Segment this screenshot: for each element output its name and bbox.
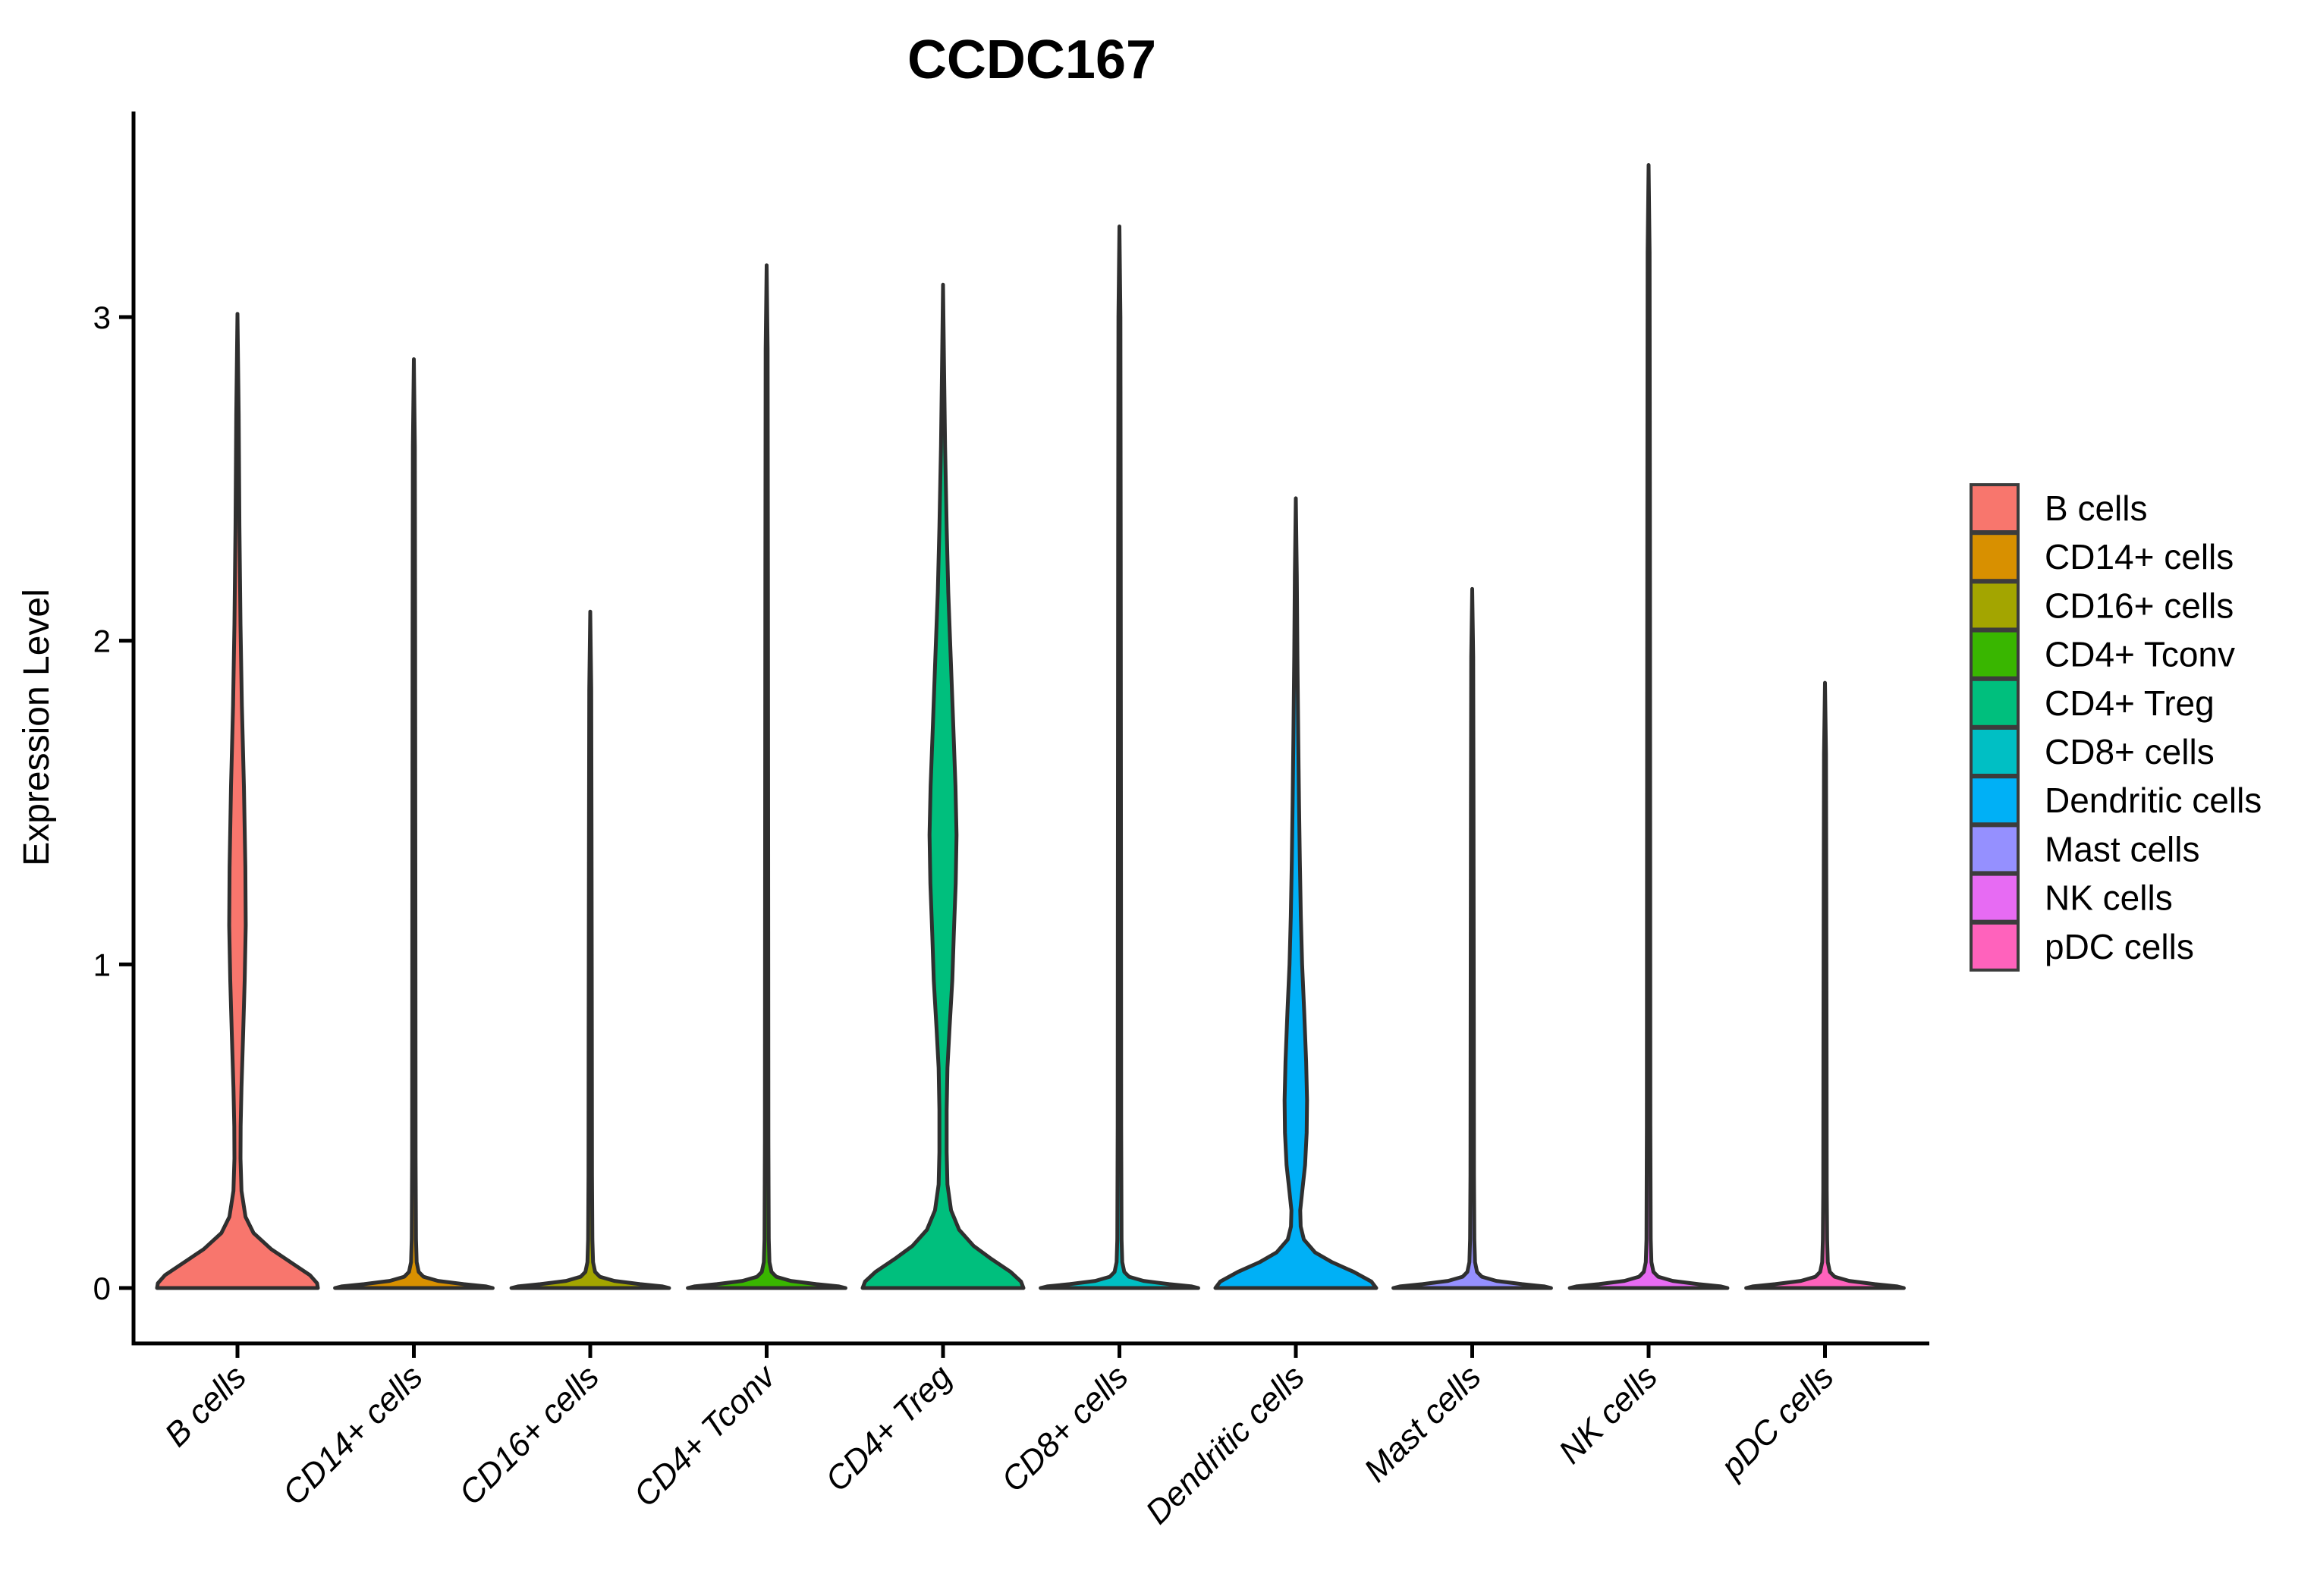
- x-axis-labels: B cells CD14+ cells CD16+ cells CD4+ Tconv C…: [158, 1356, 1841, 1531]
- legend-item-nk-cells: NK cells: [1970, 872, 2173, 923]
- y-tick-label-3: 3: [93, 300, 111, 335]
- legend-swatch-cd4-tconv: [1970, 629, 2020, 680]
- legend-swatch-b-cells: [1970, 483, 2020, 533]
- legend-label: CD8+ cells: [2045, 732, 2215, 771]
- violin-cd4-tconv: [686, 263, 847, 1290]
- violin-cd8-cells: [1039, 225, 1200, 1290]
- x-axis-label-pdc-cells: pDC cells: [1712, 1358, 1841, 1486]
- legend-swatch-pdc-cells: [1970, 921, 2020, 972]
- y-axis-title: Expression Level: [17, 589, 57, 866]
- violin-cd14-cells: [333, 357, 495, 1290]
- y-tick-label-0: 0: [93, 1271, 111, 1306]
- legend-swatch-mast-cells: [1970, 824, 2020, 875]
- legend-swatch-dendritic-cells: [1970, 775, 2020, 826]
- y-tick-label-1: 1: [93, 947, 111, 982]
- legend-item-cd16-cells: CD16+ cells: [1970, 580, 2234, 631]
- x-axis-label-cd8-cells: CD8+ cells: [995, 1358, 1136, 1499]
- violin-cd16-cells: [509, 609, 671, 1290]
- legend-item-cd4-treg: CD4+ Treg: [1970, 677, 2215, 728]
- legend-item-pdc-cells: pDC cells: [1970, 921, 2194, 972]
- legend-label: CD16+ cells: [2045, 586, 2234, 625]
- y-tick-label-2: 2: [93, 624, 111, 659]
- x-axis-label-mast-cells: Mast cells: [1357, 1358, 1489, 1489]
- legend-label: B cells: [2045, 489, 2147, 528]
- violin-b-cells: [155, 312, 320, 1290]
- x-axis-label-cd16-cells: CD16+ cells: [452, 1358, 606, 1512]
- legend-label: Dendritic cells: [2045, 781, 2262, 820]
- legend-item-mast-cells: Mast cells: [1970, 824, 2199, 875]
- plot-title: CCDC167: [907, 30, 1156, 90]
- legend-label: CD4+ Treg: [2045, 683, 2215, 723]
- legend: B cells CD14+ cells CD16+ cells CD4+ Tconv C…: [1970, 483, 2262, 972]
- legend-item-cd8-cells: CD8+ cells: [1970, 727, 2215, 777]
- violin-pdc-cells: [1744, 680, 1906, 1290]
- x-axis-label-cd4-treg: CD4+ Treg: [819, 1358, 960, 1499]
- legend-item-cd14-cells: CD14+ cells: [1970, 532, 2234, 583]
- violin-cd4-treg: [860, 282, 1026, 1290]
- legend-swatch-cd16-cells: [1970, 580, 2020, 631]
- legend-swatch-cd4-treg: [1970, 677, 2020, 728]
- legend-label: pDC cells: [2045, 927, 2194, 966]
- x-axis-label-dendritic-cells: Dendritic cells: [1139, 1358, 1312, 1531]
- x-axis-label-cd4-tconv: CD4+ Tconv: [627, 1356, 784, 1514]
- y-axis-tick-labels: 0 1 2 3: [93, 300, 111, 1306]
- legend-label: NK cells: [2045, 878, 2173, 918]
- x-axis-label-cd14-cells: CD14+ cells: [275, 1358, 429, 1512]
- legend-label: CD14+ cells: [2045, 537, 2234, 577]
- x-axis-label-b-cells: B cells: [158, 1358, 253, 1453]
- legend-swatch-cd8-cells: [1970, 727, 2020, 777]
- legend-label: Mast cells: [2045, 829, 2199, 869]
- violin-nk-cells: [1567, 163, 1730, 1290]
- legend-item-cd4-tconv: CD4+ Tconv: [1970, 629, 2235, 680]
- legend-item-b-cells: B cells: [1970, 483, 2147, 533]
- legend-label: CD4+ Tconv: [2045, 635, 2235, 674]
- violin-mast-cells: [1391, 586, 1553, 1290]
- axes-layer: [119, 112, 1929, 1358]
- legend-swatch-nk-cells: [1970, 872, 2020, 923]
- legend-item-dendritic-cells: Dendritic cells: [1970, 775, 2262, 826]
- violins-layer: [155, 163, 1906, 1290]
- x-axis-label-nk-cells: NK cells: [1551, 1358, 1665, 1471]
- legend-swatch-cd14-cells: [1970, 532, 2020, 583]
- violin-dendritic-cells: [1213, 496, 1379, 1290]
